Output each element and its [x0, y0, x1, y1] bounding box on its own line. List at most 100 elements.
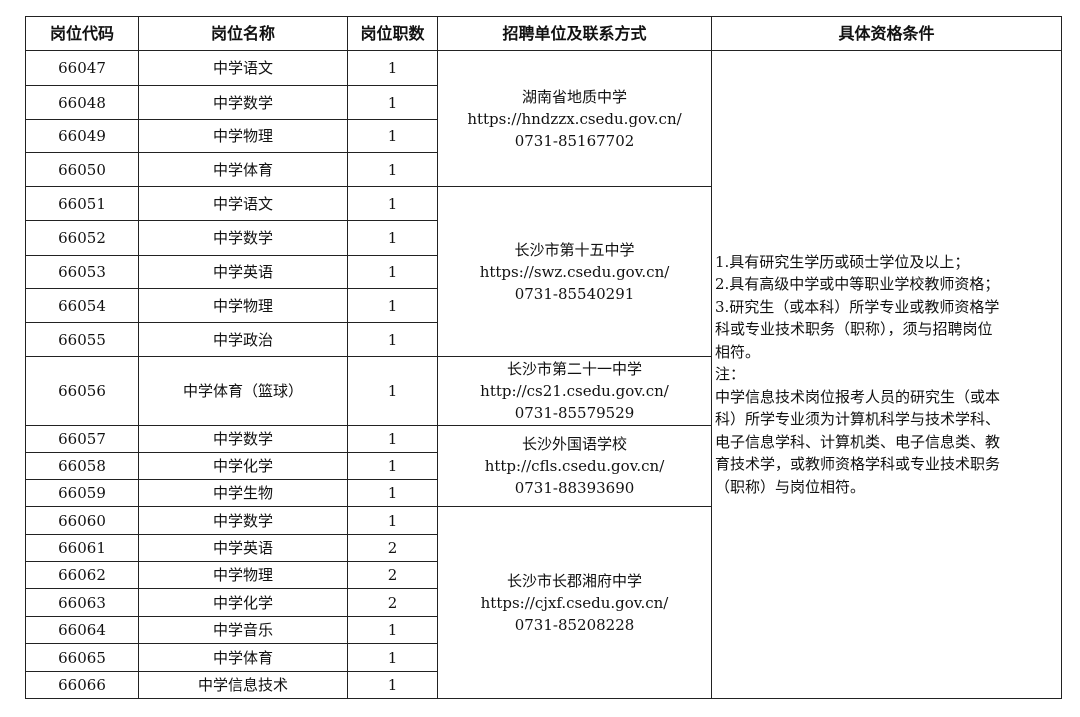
table-row: 66065 中学体育 1 — [25, 643, 1062, 672]
unit-url: https://hndzzx.csedu.gov.cn/ — [467, 109, 682, 128]
post-count: 1 — [347, 220, 438, 256]
post-name: 中学体育（篮球） — [138, 356, 348, 426]
header-unit: 招聘单位及联系方式 — [437, 16, 712, 51]
post-count: 1 — [347, 643, 438, 672]
post-name: 中学化学 — [138, 588, 348, 617]
post-code: 66054 — [25, 288, 139, 323]
unit-url: http://cfls.csedu.gov.cn/ — [484, 457, 665, 475]
post-code: 66051 — [25, 186, 139, 221]
qualification-line: 电子信息学科、计算机类、电子信息类、教 — [715, 432, 1001, 451]
unit-phone: 0731-88393690 — [514, 479, 635, 497]
unit-phone: 0731-85167702 — [514, 131, 635, 150]
post-code: 66059 — [25, 479, 139, 507]
post-name: 中学数学 — [138, 85, 348, 120]
recruiting-unit: 长沙外国语学校 http://cfls.csedu.gov.cn/0731-883… — [437, 425, 712, 507]
post-name: 中学英语 — [138, 255, 348, 289]
post-count: 1 — [347, 671, 438, 699]
post-name: 中学化学 — [138, 452, 348, 480]
recruiting-unit: 长沙市第十五中学 https://swz.csedu.gov.cn/0731-85… — [437, 186, 712, 357]
unit-url: https://cjxf.csedu.gov.cn/ — [480, 593, 669, 612]
post-code: 66064 — [25, 616, 139, 644]
header-code: 岗位代码 — [25, 16, 139, 51]
post-code: 66061 — [25, 534, 139, 562]
qualification-conditions: 1.具有研究生学历或硕士学位及以上； 2.具有高级中学或中等职业学校教师资格； 3.… — [711, 50, 1062, 699]
post-name: 中学物理 — [138, 119, 348, 153]
post-name: 中学语文 — [138, 50, 348, 86]
post-code: 66052 — [25, 220, 139, 256]
post-code: 66057 — [25, 425, 139, 453]
post-count: 1 — [347, 425, 438, 453]
qualification-line: （职称）与岗位相符。 — [715, 477, 866, 496]
unit-phone: 0731-85208228 — [514, 615, 635, 634]
post-name: 中学体育 — [138, 152, 348, 187]
qualification-line: 相符。 — [715, 342, 761, 361]
table-row: 66050 中学体育 1 — [25, 152, 1062, 187]
table-row: 66049 中学物理 1 — [25, 119, 1062, 153]
recruiting-unit: 长沙市长郡湘府中学 https://cjxf.csedu.gov.cn/0731-… — [437, 506, 712, 699]
post-count: 1 — [347, 255, 438, 289]
table-row: 66055 中学政治 1 — [25, 322, 1062, 357]
post-count: 1 — [347, 356, 438, 426]
post-code: 66050 — [25, 152, 139, 187]
qualification-line: 科）所学专业须为计算机科学与技术学科、 — [715, 410, 1001, 429]
post-name: 中学生物 — [138, 479, 348, 507]
unit-url: https://swz.csedu.gov.cn/ — [479, 262, 670, 281]
post-count: 2 — [347, 588, 438, 617]
header-qualification: 具体资格条件 — [711, 16, 1062, 51]
post-name: 中学数学 — [138, 220, 348, 256]
post-count: 1 — [347, 119, 438, 153]
post-name: 中学音乐 — [138, 616, 348, 644]
table-row: 66063 中学化学 2 — [25, 588, 1062, 617]
post-name: 中学英语 — [138, 534, 348, 562]
post-code: 66062 — [25, 561, 139, 589]
post-count: 2 — [347, 534, 438, 562]
unit-name: 长沙市第二十一中学 — [506, 360, 642, 378]
header-row: 岗位代码 岗位名称 岗位职数 招聘单位及联系方式 具体资格条件 — [25, 16, 1062, 51]
post-name: 中学数学 — [138, 506, 348, 535]
unit-name: 长沙市长郡湘府中学 — [506, 571, 642, 590]
post-code: 66047 — [25, 50, 139, 86]
post-count: 1 — [347, 186, 438, 221]
table-row: 66066 中学信息技术 1 — [25, 671, 1062, 699]
post-name: 中学语文 — [138, 186, 348, 221]
post-count: 1 — [347, 452, 438, 480]
header-count: 岗位职数 — [347, 16, 438, 51]
post-code: 66060 — [25, 506, 139, 535]
post-code: 66066 — [25, 671, 139, 699]
post-name: 中学物理 — [138, 288, 348, 323]
qualification-line: 科或专业技术职务（职称），须与招聘岗位 — [715, 320, 993, 339]
post-count: 2 — [347, 561, 438, 589]
unit-url: http://cs21.csedu.gov.cn/ — [480, 382, 669, 400]
post-count: 1 — [347, 506, 438, 535]
recruiting-unit: 湖南省地质中学 https://hndzzx.csedu.gov.cn/0731-… — [437, 50, 712, 187]
post-code: 66056 — [25, 356, 139, 426]
table-row: 66053 中学英语 1 — [25, 255, 1062, 289]
post-name: 中学信息技术 — [138, 671, 348, 699]
post-code: 66058 — [25, 452, 139, 480]
post-code: 66053 — [25, 255, 139, 289]
table-row: 66060 中学数学 1 长沙市长郡湘府中学 https://cjxf.csedu.go… — [25, 506, 1062, 699]
recruitment-table: 岗位代码 岗位名称 岗位职数 招聘单位及联系方式 具体资格条件 66047 中学语… — [25, 16, 1062, 699]
qualification-line: 3.研究生（或本科）所学专业或教师资格学 — [715, 297, 1000, 316]
table-row: 66058 中学化学 1 — [25, 452, 1062, 480]
post-code: 66055 — [25, 322, 139, 357]
qualification-line: 1.具有研究生学历或硕士学位及以上； — [715, 252, 970, 271]
post-count: 1 — [347, 288, 438, 323]
header-name: 岗位名称 — [138, 16, 348, 51]
unit-name: 长沙外国语学校 — [521, 435, 627, 453]
post-name: 中学物理 — [138, 561, 348, 589]
post-code: 66048 — [25, 85, 139, 120]
post-count: 1 — [347, 152, 438, 187]
post-name: 中学数学 — [138, 425, 348, 453]
post-count: 1 — [347, 322, 438, 357]
post-count: 1 — [347, 616, 438, 644]
table-row: 66051 中学语文 1 长沙市第十五中学 https://swz.csedu.gov.… — [25, 186, 1062, 357]
recruiting-unit: 长沙市第二十一中学 http://cs21.csedu.gov.cn/0731-8… — [437, 356, 712, 426]
post-name: 中学体育 — [138, 643, 348, 672]
post-code: 66049 — [25, 119, 139, 153]
unit-name: 长沙市第十五中学 — [514, 240, 635, 259]
post-code: 66065 — [25, 643, 139, 672]
table-row: 66047 中学语文 1 湖南省地质中学 https://hndzzx.csedu.go… — [25, 50, 1062, 699]
table-row: 66059 中学生物 1 — [25, 479, 1062, 507]
table-row: 66054 中学物理 1 — [25, 288, 1062, 323]
